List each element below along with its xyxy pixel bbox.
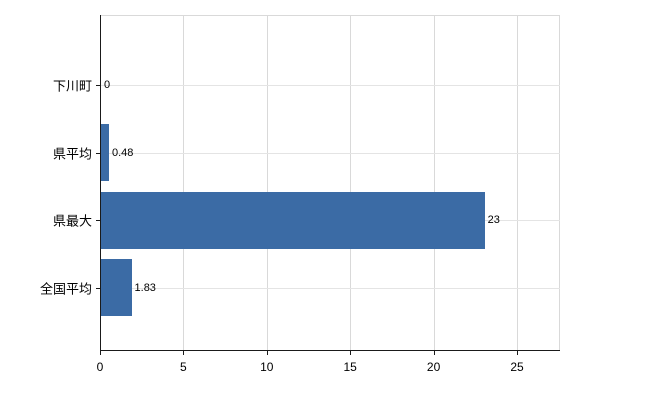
vertical-gridline <box>183 15 185 350</box>
x-tick-label: 10 <box>260 360 274 374</box>
category-label: 県最大 <box>52 213 92 229</box>
x-tick-mark <box>433 350 435 355</box>
x-tick-mark <box>266 350 268 355</box>
value-label: 23 <box>487 214 500 227</box>
x-tick-mark <box>100 350 101 355</box>
bar <box>101 259 132 317</box>
value-label: 1.83 <box>134 281 156 294</box>
x-tick-mark <box>350 350 352 355</box>
bar <box>101 191 485 249</box>
x-tick-label: 25 <box>510 360 524 374</box>
x-tick-mark <box>183 350 185 355</box>
y-tick-mark <box>96 85 100 86</box>
vertical-gridline <box>433 15 435 350</box>
category-label: 下川町 <box>52 78 92 94</box>
bar <box>101 124 109 182</box>
x-tick-label: 20 <box>426 360 441 374</box>
y-tick-mark <box>96 152 100 154</box>
y-axis-line <box>100 15 101 351</box>
x-tick-label: 5 <box>180 360 187 374</box>
horizontal-gridline <box>100 85 560 86</box>
horizontal-gridline <box>100 152 560 154</box>
vertical-gridline <box>350 15 352 350</box>
plot-area-border <box>100 15 560 350</box>
x-tick-label: 0 <box>96 360 104 374</box>
x-tick-label: 15 <box>343 360 357 374</box>
vertical-gridline <box>266 15 268 350</box>
y-tick-mark <box>96 220 100 222</box>
category-label: 全国平均 <box>39 281 92 297</box>
value-label: 0 <box>104 79 111 91</box>
x-axis-line <box>100 350 560 351</box>
category-label: 県平均 <box>52 146 92 162</box>
y-tick-mark <box>96 287 100 289</box>
value-label: 0.48 <box>112 146 134 159</box>
horizontal-gridline <box>100 287 560 289</box>
vertical-gridline <box>517 15 518 350</box>
x-tick-mark <box>517 350 518 355</box>
